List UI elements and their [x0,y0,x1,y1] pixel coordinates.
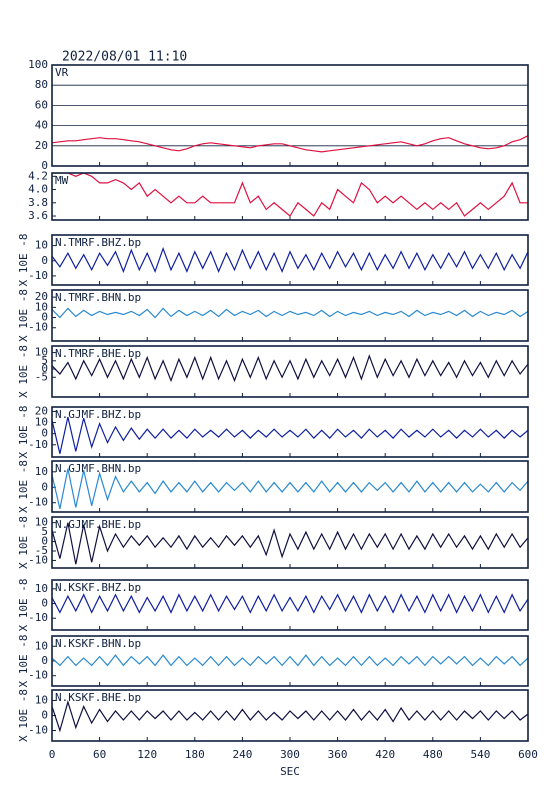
y-tick-label: -10 [28,611,48,624]
y-axis-label: X 10E -8 [17,289,30,342]
y-tick-label: 0 [41,427,48,440]
y-tick-label: 0 [41,654,48,667]
series-label: N.GJMF.BHN.bp [55,462,141,475]
y-tick-label: 10 [35,516,48,529]
y-tick-label: 10 [35,465,48,478]
series-label: N.GJMF.BHE.bp [55,518,141,531]
x-axis-label: SEC [280,765,300,778]
trace [52,307,528,319]
y-tick-label: 4.0 [28,183,48,196]
trace [52,416,528,454]
panel-frame [51,64,529,167]
panel-frame [51,345,529,398]
series-label: N.GJMF.BHZ.bp [55,408,141,421]
y-axis-label: X 10E -8 [17,516,30,569]
y-tick-label: 80 [35,78,48,91]
y-tick-label: 0 [41,480,48,493]
y-axis-label: X 10E -8 [17,460,30,513]
y-tick-label: 40 [35,119,48,132]
y-tick-label: 100 [28,58,48,71]
y-tick-label: 10 [35,346,48,359]
y-tick-label: 0 [41,362,48,375]
y-tick-label: 0 [41,597,48,610]
panel-frame [51,579,529,631]
panel-frame [51,460,529,513]
panel-frame [51,406,529,458]
x-tick-label: 300 [280,748,300,761]
y-axis-label: X 10E -8 [17,406,30,459]
y-tick-label: 20 [35,404,48,417]
series-label: N.TMRF.BHN.bp [55,291,141,304]
panel-frame [51,689,529,742]
y-tick-label: 0 [41,254,48,267]
y-tick-label: -10 [28,269,48,282]
trace [52,354,528,383]
y-axis-label: X 10E -8 [17,689,30,742]
y-tick-label: -10 [28,724,48,737]
y-tick-label: 10 [35,694,48,707]
y-tick-label: -10 [28,321,48,334]
series-label: N.TMRF.BHZ.bp [55,236,141,249]
y-tick-label: 3.6 [28,209,48,222]
series-label: N.TMRF.BHE.bp [55,347,141,360]
panel-frame [51,234,529,286]
trace [52,593,528,614]
y-tick-label: -5 [35,544,48,557]
y-tick-label: 60 [35,98,48,111]
x-tick-label: 360 [328,748,348,761]
y-axis-label: X 10E -8 [17,635,30,688]
x-tick-label: 540 [470,748,490,761]
y-tick-label: 10 [35,416,48,429]
y-tick-label: 4.2 [28,169,48,182]
trace [52,522,528,565]
y-tick-label: 10 [35,300,48,313]
y-tick-label: -10 [28,669,48,682]
trace [52,699,528,733]
trace [52,468,528,510]
y-tick-label: 0 [41,311,48,324]
series-label: VR [55,66,69,79]
x-tick-label: 60 [93,748,106,761]
y-tick-label: -10 [28,553,48,566]
y-axis-label: X 10E -8 [17,579,30,632]
y-tick-label: 10 [35,639,48,652]
y-tick-label: -10 [28,496,48,509]
chart-title: 2022/08/01 11:10 [62,50,187,65]
y-tick-label: 5 [41,525,48,538]
panel-frame [51,172,529,221]
series-label: N.KSKF.BHZ.bp [55,581,141,594]
y-axis-label: X 10E -8 [17,234,30,287]
panel-frame [51,516,529,569]
y-tick-label: 5 [41,354,48,367]
trace [52,173,528,217]
x-tick-label: 120 [137,748,157,761]
y-tick-label: 0 [41,535,48,548]
series-label: N.KSKF.BHE.bp [55,691,141,704]
x-tick-label: 240 [232,748,252,761]
y-axis-label: X 10E -8 [17,345,30,398]
trace [52,135,528,153]
panel-frame [51,289,529,342]
y-tick-label: -10 [28,438,48,451]
x-tick-label: 600 [518,748,538,761]
series-label: N.KSKF.BHN.bp [55,637,141,650]
y-tick-label: 20 [35,139,48,152]
y-tick-label: 10 [35,582,48,595]
y-tick-label: 10 [35,239,48,252]
trace [52,246,528,274]
y-tick-label: 3.8 [28,196,48,209]
y-tick-label: -5 [35,370,48,383]
y-tick-label: 0 [41,709,48,722]
trace [52,654,528,667]
y-tick-label: 20 [35,290,48,303]
series-label: MW [55,174,69,187]
y-tick-label: 0 [41,159,48,172]
panel-frame [51,635,529,687]
x-tick-label: 480 [423,748,443,761]
x-tick-label: 180 [185,748,205,761]
x-tick-label: 420 [375,748,395,761]
x-tick-label: 0 [49,748,56,761]
